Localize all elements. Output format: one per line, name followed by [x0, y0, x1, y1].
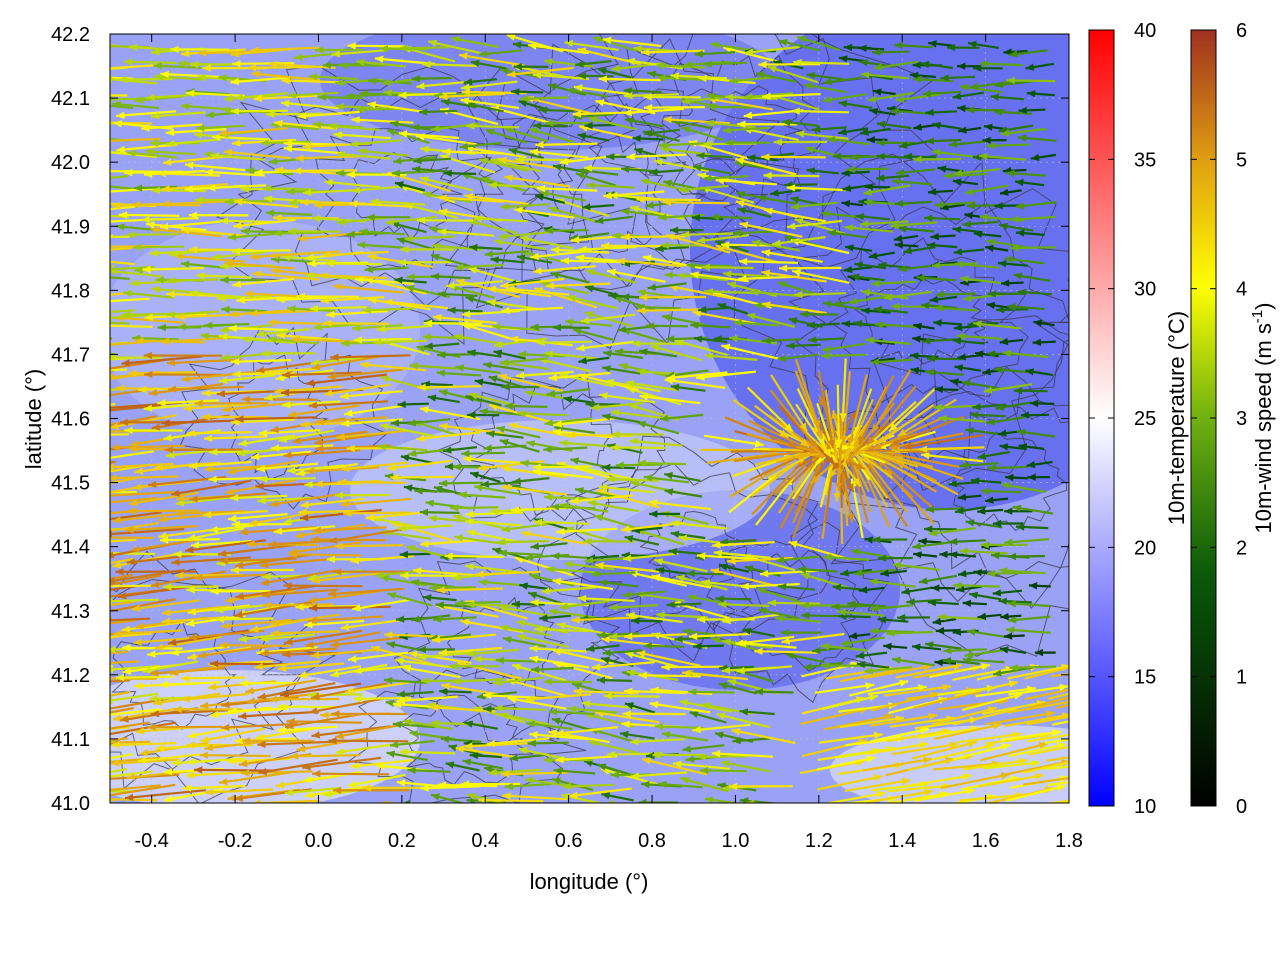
- colorbar-tick-label: 1: [1236, 667, 1247, 689]
- wind-arrow: [165, 804, 223, 812]
- wind-arrow: [129, 804, 202, 816]
- colorbar-tick-label: 20: [1134, 537, 1156, 559]
- wind-arrow: [40, 587, 109, 600]
- y-tick-label: 41.8: [51, 280, 90, 302]
- wind-arrow: [44, 191, 111, 198]
- wind-arrow: [206, 803, 269, 810]
- y-tick-label: 41.6: [51, 409, 90, 431]
- y-tick-label: 42.1: [51, 88, 90, 110]
- wind-arrow: [61, 199, 107, 206]
- x-tick-label: 0.2: [388, 830, 416, 852]
- wind-arrow: [52, 310, 106, 317]
- x-tick-label: -0.2: [218, 830, 252, 852]
- wind-arrow: [58, 124, 113, 131]
- y-tick-label: 41.5: [51, 473, 90, 495]
- wind-arrow: [40, 319, 106, 327]
- y-tick-label: 41.2: [51, 665, 90, 687]
- x-axis-label: longitude (°): [530, 869, 649, 894]
- wind-colorbar-label: 10m-wind speed (m s-1): [1249, 303, 1276, 534]
- wind-arrow: [229, 804, 299, 815]
- colorbar-tick-label: 4: [1236, 279, 1247, 301]
- wind-arrow: [34, 512, 111, 529]
- wind-arrow: [43, 69, 105, 77]
- colorbar-tick-label: 25: [1134, 408, 1156, 430]
- wind-arrow: [62, 241, 106, 248]
- temperature-colorbar: 10 15 20 25 30 35 40 10m-temperature (°C): [1089, 20, 1189, 818]
- wind-arrow: [42, 755, 104, 767]
- colorbar-tick-label: 40: [1134, 20, 1156, 42]
- x-tick-label: 0.0: [305, 830, 333, 852]
- wind-arrow: [177, 803, 243, 810]
- wind-arrow: [67, 333, 112, 340]
- wind-arrow: [347, 807, 405, 817]
- x-tick-label: 1.2: [805, 830, 833, 852]
- colorbar-tick-label: 35: [1134, 149, 1156, 171]
- wind-arrow: [30, 785, 110, 793]
- colorbar-tick-label: 5: [1236, 149, 1247, 171]
- wind-arrow: [398, 803, 460, 812]
- wind-arrow: [59, 137, 104, 144]
- wind-arrow: [528, 806, 586, 815]
- wind-arrow: [45, 709, 111, 723]
- x-tick-label: 0.6: [555, 830, 583, 852]
- colorbar-tick-label: 10: [1134, 796, 1156, 818]
- wind-arrow: [655, 803, 710, 812]
- y-axis-label: latitude (°): [21, 369, 46, 470]
- colorbar-tick-label: 6: [1236, 20, 1247, 42]
- colorbar-tick-label: 2: [1236, 537, 1247, 559]
- x-tick-label: 0.4: [471, 830, 499, 852]
- x-tick-label: 1.6: [972, 830, 1000, 852]
- wind-arrow: [56, 271, 110, 279]
- y-tick-label: 41.7: [51, 344, 90, 366]
- colorbar-tick-label: 3: [1236, 408, 1247, 430]
- x-tick-label: -0.4: [134, 830, 168, 852]
- wind-arrow: [294, 803, 361, 810]
- y-tick-label: 41.1: [51, 729, 90, 751]
- x-tick-label: 1.8: [1055, 830, 1083, 852]
- y-tick-label: 41.3: [51, 601, 90, 623]
- y-tick-label: 42.2: [51, 24, 90, 46]
- wind-colorbar: 0 1 2 3 4 5 6 10m-wind speed (m s-1): [1191, 20, 1276, 818]
- wind-colorbar-label-main: 10m-wind speed (m s: [1251, 323, 1276, 533]
- wind-arrow: [53, 58, 107, 65]
- y-tick-label: 41.4: [51, 537, 90, 559]
- wind-colorbar-label-end: ): [1251, 303, 1276, 310]
- wind-arrow: [35, 438, 107, 449]
- wind-arrow: [46, 652, 107, 659]
- y-tick-label: 41.0: [51, 793, 90, 815]
- wind-arrow: [45, 570, 109, 577]
- colorbar-tick-label: 30: [1134, 279, 1156, 301]
- wind-arrow: [61, 259, 114, 266]
- x-tick-label: 0.8: [638, 830, 666, 852]
- wind-arrow: [29, 694, 105, 702]
- wind-colorbar-label-superscript: -1: [1249, 310, 1266, 323]
- wind-arrow: [28, 525, 108, 532]
- y-tick-label: 42.0: [51, 152, 90, 174]
- x-tick-label: 1.0: [722, 830, 750, 852]
- x-tick-label: 1.4: [888, 830, 916, 852]
- colorbar-tick-label: 0: [1236, 796, 1247, 818]
- temperature-colorbar-label: 10m-temperature (°C): [1164, 311, 1189, 525]
- wind-arrow: [319, 802, 390, 814]
- colorbar-tick-label: 15: [1134, 667, 1156, 689]
- wind-arrow: [37, 371, 114, 378]
- wind-arrow: [274, 803, 343, 816]
- wind-arrow: [676, 805, 728, 812]
- y-tick-label: 41.9: [51, 216, 90, 238]
- wind-arrow: [39, 494, 105, 506]
- wind-arrow: [33, 769, 107, 776]
- wind-arrow: [45, 638, 114, 652]
